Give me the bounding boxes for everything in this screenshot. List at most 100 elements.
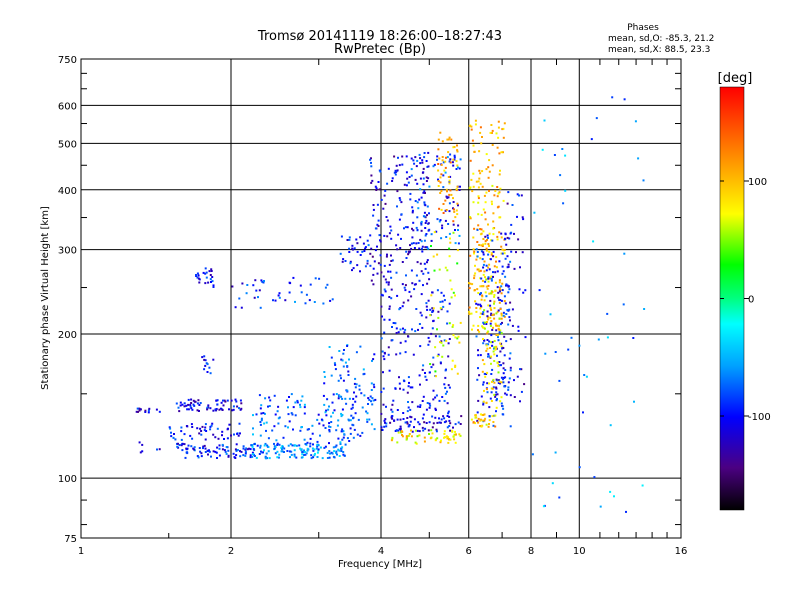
data-point bbox=[490, 277, 493, 280]
data-point bbox=[498, 281, 501, 284]
data-point bbox=[456, 213, 459, 216]
data-point bbox=[483, 413, 486, 416]
data-point bbox=[238, 422, 241, 425]
data-point bbox=[498, 317, 501, 320]
data-point bbox=[237, 434, 240, 437]
data-point bbox=[418, 198, 421, 201]
data-point bbox=[403, 331, 406, 334]
data-point bbox=[408, 424, 411, 426]
data-point bbox=[422, 413, 425, 416]
data-point bbox=[136, 407, 139, 410]
data-point bbox=[371, 359, 373, 362]
data-point bbox=[233, 433, 235, 436]
data-point bbox=[434, 335, 437, 338]
data-point bbox=[416, 182, 419, 185]
data-point bbox=[472, 201, 475, 204]
data-point bbox=[293, 444, 296, 447]
data-point bbox=[335, 450, 338, 453]
data-point bbox=[408, 433, 411, 435]
data-point bbox=[374, 398, 377, 401]
data-point bbox=[350, 414, 353, 417]
data-point bbox=[390, 276, 393, 279]
data-point bbox=[425, 305, 428, 308]
data-point bbox=[337, 448, 340, 451]
data-point bbox=[355, 351, 358, 354]
data-point bbox=[531, 453, 534, 456]
data-point bbox=[474, 123, 477, 126]
data-point bbox=[178, 410, 181, 413]
data-point bbox=[323, 403, 326, 406]
y-tick-label: 750 bbox=[58, 55, 77, 66]
data-point bbox=[193, 404, 196, 407]
data-point bbox=[450, 288, 453, 291]
data-point bbox=[480, 305, 482, 308]
data-point bbox=[481, 185, 484, 188]
data-point bbox=[447, 151, 450, 154]
data-point bbox=[475, 258, 478, 261]
data-point bbox=[487, 253, 490, 256]
data-point bbox=[277, 294, 280, 297]
data-point bbox=[267, 450, 270, 453]
data-point bbox=[287, 444, 290, 447]
data-point bbox=[482, 253, 485, 256]
data-point bbox=[496, 398, 498, 400]
data-point bbox=[482, 208, 485, 211]
data-point bbox=[415, 242, 418, 245]
data-point bbox=[293, 453, 296, 456]
data-point bbox=[448, 210, 451, 213]
data-point bbox=[234, 306, 237, 309]
data-point bbox=[508, 237, 511, 240]
data-point bbox=[497, 365, 500, 368]
data-point bbox=[400, 237, 402, 240]
data-point bbox=[178, 444, 181, 446]
data-point bbox=[352, 397, 355, 400]
data-point bbox=[494, 189, 497, 192]
data-point bbox=[344, 443, 347, 446]
data-point bbox=[210, 268, 213, 271]
data-point bbox=[391, 417, 394, 420]
data-point bbox=[481, 419, 484, 422]
data-point bbox=[228, 408, 230, 411]
data-point bbox=[500, 396, 503, 399]
data-point bbox=[216, 457, 218, 459]
data-point bbox=[439, 362, 442, 365]
data-point bbox=[468, 187, 471, 190]
data-point bbox=[606, 312, 609, 315]
data-point bbox=[418, 247, 421, 250]
data-point bbox=[317, 413, 320, 416]
data-point bbox=[476, 288, 479, 291]
data-point bbox=[428, 402, 431, 405]
data-point bbox=[197, 399, 200, 402]
data-point bbox=[353, 391, 355, 394]
chart-subtitle: RwPretec (Bp) bbox=[334, 42, 426, 57]
data-point bbox=[211, 422, 214, 425]
data-point bbox=[477, 367, 479, 370]
data-point bbox=[446, 156, 449, 159]
data-point bbox=[502, 199, 505, 202]
data-point bbox=[454, 366, 457, 368]
data-point bbox=[490, 275, 493, 278]
data-point bbox=[472, 248, 475, 251]
data-point bbox=[487, 176, 490, 179]
data-point bbox=[419, 262, 422, 265]
data-point bbox=[362, 368, 365, 371]
data-point bbox=[253, 443, 256, 445]
data-point bbox=[290, 393, 293, 396]
data-point bbox=[398, 308, 401, 311]
data-point bbox=[278, 296, 281, 299]
data-point bbox=[505, 283, 508, 286]
data-point bbox=[294, 401, 297, 404]
data-point bbox=[317, 448, 320, 451]
data-point bbox=[421, 250, 424, 253]
data-point bbox=[643, 308, 646, 310]
data-point bbox=[391, 436, 394, 439]
data-point bbox=[287, 426, 289, 429]
data-point bbox=[444, 199, 447, 202]
data-point bbox=[339, 443, 342, 445]
data-point bbox=[485, 153, 488, 156]
data-point bbox=[520, 368, 523, 371]
data-point bbox=[452, 291, 455, 294]
data-point bbox=[370, 165, 373, 168]
data-point bbox=[385, 281, 388, 284]
data-point bbox=[407, 401, 409, 403]
